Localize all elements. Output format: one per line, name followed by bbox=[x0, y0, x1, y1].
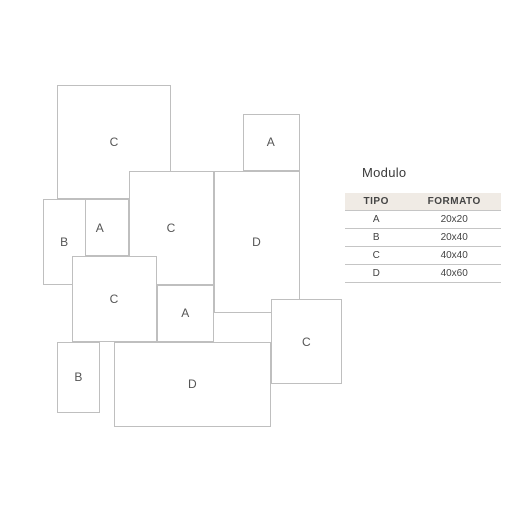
tile-label: A bbox=[267, 135, 276, 149]
table-cell: B bbox=[345, 229, 407, 247]
tile-d: D bbox=[214, 171, 300, 314]
tile-a: A bbox=[157, 285, 214, 342]
tile-a: A bbox=[243, 114, 300, 171]
tile-d: D bbox=[114, 342, 271, 428]
tile-label: B bbox=[60, 235, 69, 249]
table-row: C40x40 bbox=[345, 247, 501, 265]
tile-label: D bbox=[188, 377, 197, 391]
table-cell: D bbox=[345, 265, 407, 283]
table-row: A20x20 bbox=[345, 211, 501, 229]
table-cell: 20x20 bbox=[407, 211, 501, 229]
table-cell: C bbox=[345, 247, 407, 265]
table-row: B20x40 bbox=[345, 229, 501, 247]
table-cell: 20x40 bbox=[407, 229, 501, 247]
tile-label: A bbox=[181, 306, 190, 320]
tile-c: C bbox=[271, 299, 342, 385]
table-cell: 40x60 bbox=[407, 265, 501, 283]
tile-c: C bbox=[72, 256, 158, 342]
tile-label: A bbox=[96, 221, 105, 235]
table-cell: 40x40 bbox=[407, 247, 501, 265]
tile-label: C bbox=[110, 135, 119, 149]
col-tipo: TIPO bbox=[345, 193, 407, 211]
tile-label: D bbox=[252, 235, 261, 249]
col-formato: FORMATO bbox=[407, 193, 501, 211]
tile-b: B bbox=[57, 342, 100, 413]
tile-label: C bbox=[110, 292, 119, 306]
tile-label: C bbox=[167, 221, 176, 235]
page: CACDABCACBD Modulo TIPO FORMATO A20x20B2… bbox=[0, 0, 512, 512]
table-row: D40x60 bbox=[345, 265, 501, 283]
tile-label: B bbox=[74, 370, 83, 384]
table-header-row: TIPO FORMATO bbox=[345, 193, 501, 211]
modulo-table: TIPO FORMATO A20x20B20x40C40x40D40x60 bbox=[345, 193, 501, 283]
table-title: Modulo bbox=[362, 165, 406, 180]
table-cell: A bbox=[345, 211, 407, 229]
tile-label: C bbox=[302, 335, 311, 349]
